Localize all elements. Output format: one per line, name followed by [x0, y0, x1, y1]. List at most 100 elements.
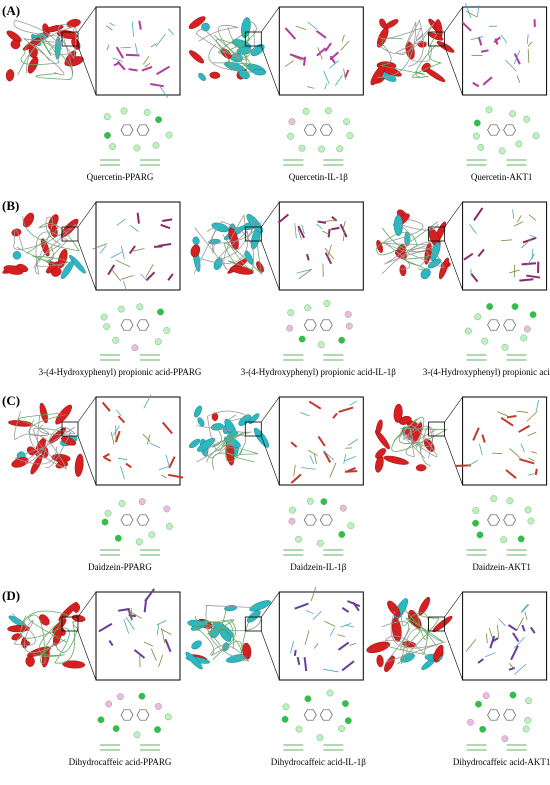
- residue-stick: [481, 434, 486, 443]
- residue-stick: [120, 466, 125, 480]
- interaction-residue: [498, 147, 506, 155]
- coil: [21, 610, 69, 657]
- residue-stick: [349, 400, 358, 406]
- interaction-residue: [485, 106, 493, 114]
- zoom-box: [95, 6, 181, 96]
- zoom-line: [444, 201, 463, 228]
- residue-stick: [526, 410, 538, 422]
- residue-stick: [123, 619, 130, 634]
- residue-stick: [108, 639, 114, 647]
- residue-stick: [477, 5, 480, 17]
- residue-stick: [338, 406, 354, 413]
- interaction-residue: [287, 132, 294, 140]
- binding-site-box: [244, 226, 262, 242]
- residue-stick: [463, 252, 474, 261]
- coil: [193, 220, 254, 274]
- interaction-residue: [338, 336, 346, 344]
- residue-stick: [534, 468, 538, 476]
- residue-stick: [168, 473, 184, 479]
- residue-stick: [136, 212, 140, 224]
- interaction-residue: [532, 132, 540, 140]
- residue-stick: [341, 660, 355, 672]
- coil: [397, 614, 439, 665]
- interaction-residue: [523, 115, 531, 123]
- helix: [22, 212, 35, 228]
- residue-stick: [520, 604, 530, 614]
- interaction-residue: [339, 504, 347, 512]
- caption: 3-(4-Hydroxyphenyl) propionic acid-AKT1: [423, 367, 550, 377]
- coil: [206, 430, 255, 463]
- ligand-ring: [120, 514, 134, 526]
- residue-stick: [346, 467, 356, 473]
- residue-stick: [290, 473, 302, 484]
- binding-site-box: [428, 421, 446, 437]
- interaction-residue: [148, 531, 156, 539]
- residue-stick: [128, 68, 138, 72]
- binding-site-box: [61, 421, 79, 437]
- residue-stick: [505, 469, 517, 479]
- helix: [197, 437, 216, 452]
- ligand-ring: [303, 514, 317, 526]
- zoom-box: [462, 396, 548, 486]
- residue-stick: [106, 44, 110, 51]
- interaction-residue: [520, 334, 528, 342]
- interaction-residue: [118, 500, 126, 507]
- residue-stick: [138, 20, 142, 30]
- residue-stick: [300, 412, 310, 417]
- caption: 3-(4-Hydroxyphenyl) propionic acid-PPARG: [39, 367, 202, 377]
- residue-stick: [520, 443, 525, 453]
- coil: [194, 213, 256, 271]
- residue-stick: [117, 415, 126, 424]
- coil: [384, 628, 438, 665]
- residue-stick: [277, 213, 290, 224]
- interaction-residue: [509, 691, 517, 699]
- coil: [20, 615, 76, 664]
- helix: [5, 69, 15, 82]
- helix: [191, 640, 202, 650]
- interaction-residue: [155, 702, 162, 710]
- residue-stick: [101, 401, 111, 412]
- residue-stick: [284, 27, 297, 40]
- interaction-residue: [298, 335, 306, 343]
- interaction-residue: [529, 311, 537, 319]
- residue-stick: [301, 224, 305, 235]
- helix: [432, 615, 453, 633]
- interaction-residue: [509, 110, 517, 118]
- residue-stick: [112, 425, 120, 436]
- helix: [74, 453, 84, 477]
- coil: [198, 24, 253, 73]
- residue-stick: [470, 36, 484, 41]
- interaction-residue: [165, 131, 173, 139]
- caption: Quercetin-AKT1: [471, 172, 532, 182]
- interaction-residue: [103, 113, 111, 121]
- residue-stick: [494, 38, 499, 45]
- coil: [216, 20, 257, 68]
- residue-stick: [120, 245, 125, 259]
- helix: [66, 19, 81, 28]
- residue-stick: [309, 455, 315, 465]
- residue-stick: [167, 273, 174, 281]
- residue-stick: [294, 602, 309, 610]
- residue-stick: [492, 637, 499, 643]
- interaction-residue: [316, 734, 324, 742]
- coil: [196, 425, 252, 463]
- coil: [376, 221, 439, 267]
- interaction-residue: [152, 141, 160, 149]
- zoom-line: [77, 396, 97, 423]
- interaction-residue: [100, 313, 108, 321]
- interaction-residue: [344, 717, 352, 725]
- interaction-residue: [163, 505, 171, 513]
- residue-stick: [527, 48, 530, 64]
- residue-stick: [526, 253, 535, 267]
- ligand-ring: [503, 514, 517, 526]
- residue-stick: [341, 607, 350, 613]
- residue-stick: [517, 215, 522, 223]
- residue-stick: [310, 586, 317, 602]
- residue-stick: [161, 421, 173, 435]
- ligand-ring: [136, 514, 150, 526]
- residue-stick: [337, 641, 350, 651]
- residue-stick: [469, 223, 477, 234]
- helix: [366, 641, 391, 654]
- interaction-residue: [346, 132, 354, 139]
- caption: Daidzein-PPARG: [88, 562, 152, 572]
